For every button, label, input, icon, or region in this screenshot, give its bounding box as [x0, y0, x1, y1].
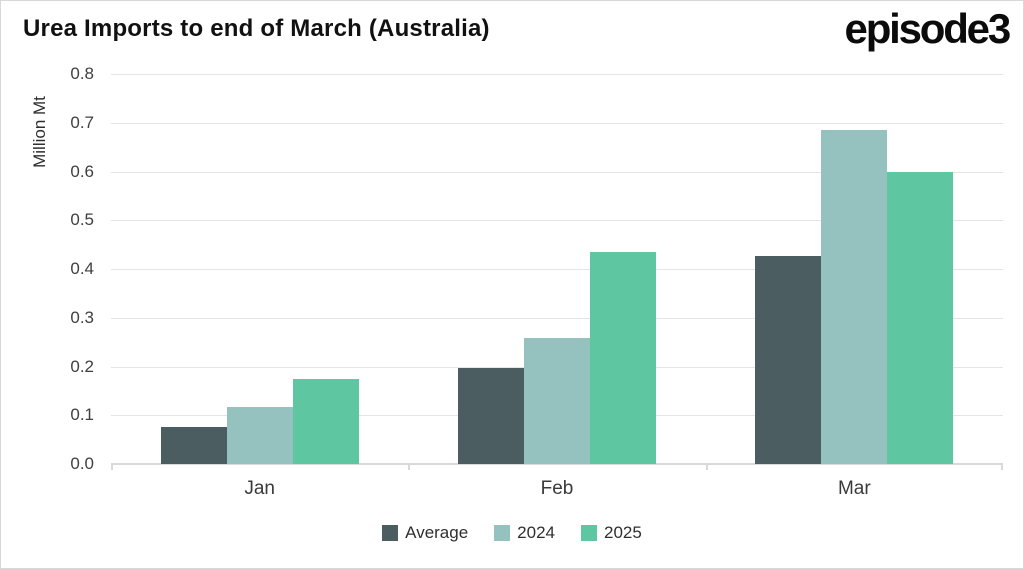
legend-item-average: Average: [382, 523, 468, 543]
x-tick-mark: [111, 464, 113, 470]
bar-2024-feb: [524, 337, 590, 464]
legend-swatch-icon: [494, 525, 511, 541]
legend-label: 2024: [517, 523, 555, 542]
bar-average-jan: [160, 427, 227, 464]
plot-area: [111, 74, 1003, 470]
x-category-label: Feb: [540, 478, 574, 499]
y-tick-label: 0.0: [70, 454, 94, 473]
y-tick-label: 0.8: [70, 64, 94, 83]
episode3-logo: episode3: [844, 5, 1012, 52]
x-category-label: Jan: [244, 478, 275, 499]
x-tick-mark: [1001, 464, 1003, 470]
y-axis-tick-labels: 0.0 0.1 0.2 0.3 0.4 0.5 0.6 0.7 0.8: [1, 64, 94, 473]
y-tick-label: 0.1: [70, 405, 94, 425]
y-tick-label: 0.2: [70, 356, 94, 376]
legend-swatch-icon: [382, 525, 399, 541]
x-category-label: Mar: [837, 478, 871, 499]
y-tick-label: 0.3: [70, 307, 94, 327]
bar-2024-mar: [821, 129, 888, 464]
legend-item-2025: 2025: [581, 523, 642, 543]
bar-average-mar: [755, 255, 822, 464]
gridline: [111, 74, 1003, 75]
y-tick-label: 0.4: [70, 259, 94, 278]
y-tick-label: 0.7: [70, 112, 94, 132]
x-tick-mark: [408, 464, 411, 470]
bar-average-feb: [458, 367, 524, 464]
legend-label: 2025: [604, 523, 642, 542]
bar-2024-jan: [226, 407, 293, 464]
bar-2025-feb: [590, 251, 656, 464]
y-tick-label: 0.5: [70, 210, 94, 230]
bar-2025-jan: [292, 379, 359, 464]
x-axis-line: [111, 463, 1003, 465]
gridline: [111, 317, 1003, 319]
legend-item-2024: 2024: [494, 523, 555, 543]
chart-title: Urea Imports to end of March (Australia): [23, 15, 490, 42]
legend-swatch-icon: [581, 525, 597, 541]
legend: Average 2024 2025: [1, 523, 1023, 543]
x-tick-mark: [705, 464, 708, 470]
gridline: [111, 122, 1003, 124]
bar-2025-mar: [887, 172, 954, 464]
gridline: [111, 220, 1003, 222]
y-tick-label: 0.6: [70, 161, 94, 181]
x-axis-labels: Jan Feb Mar: [111, 478, 1003, 506]
legend-label: Average: [405, 523, 469, 542]
gridline: [111, 269, 1003, 270]
gridline: [111, 171, 1003, 173]
